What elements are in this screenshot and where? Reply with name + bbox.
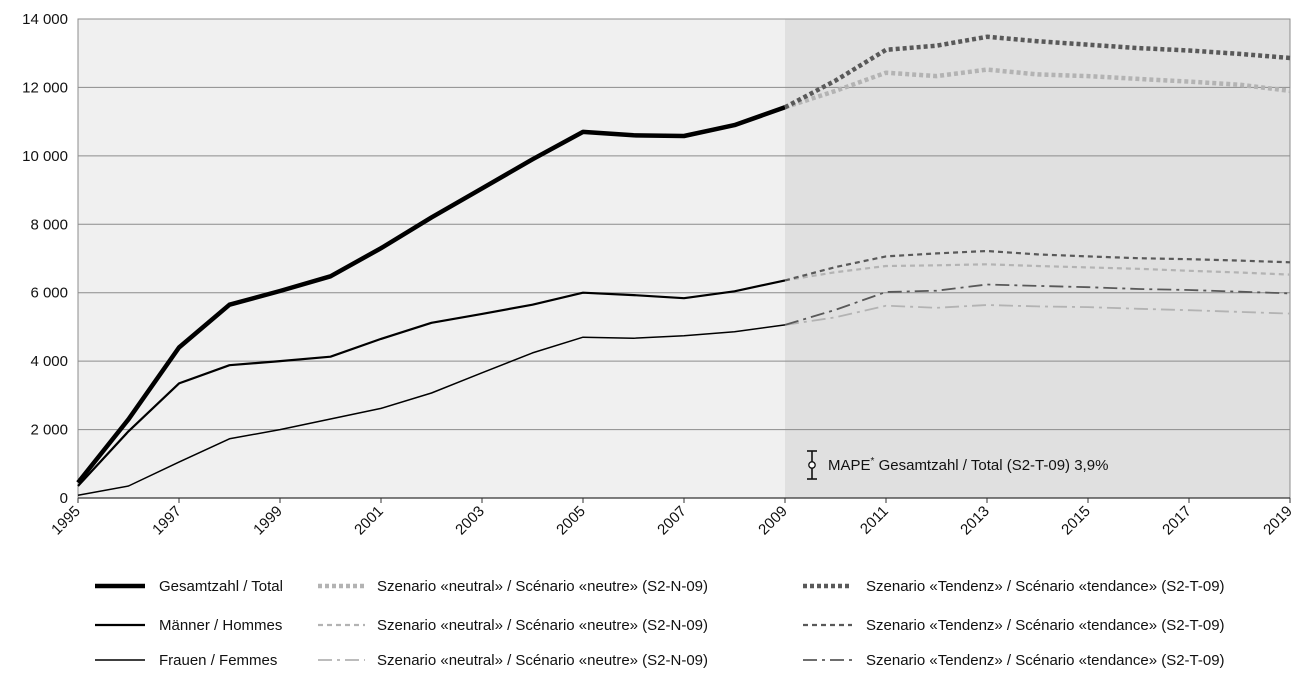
legend-item: Szenario «neutral» / Scénario «neutre» (… (318, 617, 708, 634)
series-line-women-dashdot-thin-light (784, 304, 1291, 326)
y-tick-labels: 0 2 000 4 000 6 000 8 000 10 000 12 000 14 000 (22, 11, 68, 507)
mape-superscript: * (871, 456, 875, 467)
axes (77, 18, 1291, 503)
y-tick-label: 4 000 (30, 353, 68, 370)
legend-item: Szenario «Tendenz» / Scénario «tendance»… (803, 617, 1225, 634)
x-tick-label: 2011 (857, 503, 892, 538)
legend-label: Szenario «Tendenz» / Scénario «tendance»… (866, 652, 1225, 669)
x-tick-label: 2007 (654, 503, 690, 539)
legend-item: Männer / Hommes (95, 617, 282, 634)
x-tick-label: 2005 (553, 503, 589, 539)
legend-item: Szenario «Tendenz» / Scénario «tendance»… (803, 578, 1225, 595)
x-tick-label: 2019 (1260, 503, 1296, 539)
legend-label: Szenario «neutral» / Scénario «neutre» (… (377, 652, 708, 669)
y-tick-label: 0 (60, 490, 68, 507)
x-tick-label: 2015 (1058, 503, 1094, 539)
series-line-women-solid-thin (77, 324, 786, 497)
x-tick-label: 2003 (452, 503, 488, 539)
legend-label: Szenario «neutral» / Scénario «neutre» (… (377, 578, 708, 595)
legend-item: Frauen / Femmes (95, 652, 277, 669)
x-tick-label: 1995 (48, 503, 84, 539)
y-tick-label: 2 000 (30, 422, 68, 439)
legend-item: Gesamtzahl / Total (95, 578, 283, 595)
series-line-total-solid-thick (76, 105, 786, 485)
x-tick-label: 2009 (755, 503, 791, 539)
y-tick-label: 8 000 (30, 216, 68, 233)
series-lines (76, 34, 1291, 497)
plot-background (78, 19, 1290, 498)
legend-label: Männer / Hommes (159, 617, 282, 634)
mape-annotation-text: MAPE* Gesamtzahl / Total (S2-T-09) 3,9% (828, 456, 1108, 474)
mape-label: MAPE (828, 457, 871, 474)
legend-label: Szenario «Tendenz» / Scénario «tendance»… (866, 578, 1225, 595)
x-tick-label: 1997 (149, 503, 185, 539)
y-tick-label: 14 000 (22, 11, 68, 28)
legend-item: Szenario «neutral» / Scénario «neutre» (… (318, 652, 708, 669)
legend-label: Szenario «neutral» / Scénario «neutre» (… (377, 617, 708, 634)
series-line-women-dashdot-thin-dark (784, 283, 1291, 326)
legend-label: Szenario «Tendenz» / Scénario «tendance»… (866, 617, 1225, 634)
legend-item: Szenario «Tendenz» / Scénario «tendance»… (803, 652, 1225, 669)
error-bar-icon (807, 450, 817, 480)
history-region (78, 19, 785, 498)
legend-label: Frauen / Femmes (159, 652, 277, 669)
series-line-men-solid-medium (77, 279, 786, 487)
y-tick-label: 12 000 (22, 79, 68, 96)
series-line-total-dotted-thick-light (784, 67, 1291, 110)
x-tick-labels: 1995 1997 1999 2001 2003 2005 2007 2009 2011 2013… (48, 503, 1296, 539)
x-tick-label: 2001 (351, 503, 387, 539)
legend-item: Szenario «neutral» / Scénario «neutre» (… (318, 578, 708, 595)
mape-annotation: MAPE* Gesamtzahl / Total (S2-T-09) 3,9% (807, 450, 1108, 480)
x-tick-label: 2013 (957, 503, 993, 539)
series-line-men-dashed-medium-dark (784, 249, 1291, 282)
legend: Gesamtzahl / Total Szenario «neutral» / S… (95, 578, 1225, 669)
mape-description: Gesamtzahl / Total (S2-T-09) 3,9% (874, 457, 1108, 474)
series-line-total-dotted-thick-dark (783, 34, 1291, 110)
y-tick-label: 10 000 (22, 148, 68, 165)
y-tick-label: 6 000 (30, 285, 68, 302)
legend-label: Gesamtzahl / Total (159, 578, 283, 595)
forecast-region (785, 19, 1290, 498)
x-tick-label: 2017 (1159, 503, 1195, 539)
series-line-men-dashed-medium-light (784, 263, 1291, 282)
x-tick-label: 1999 (250, 503, 286, 539)
